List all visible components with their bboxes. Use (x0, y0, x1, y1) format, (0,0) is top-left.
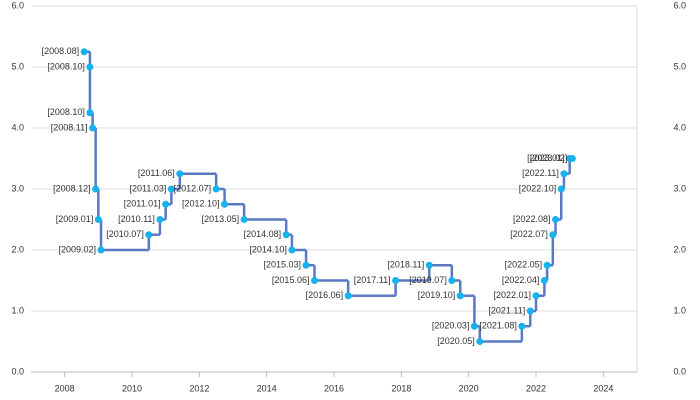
point (532, 292, 540, 300)
point (476, 338, 484, 345)
point-label: [2008.10] (47, 61, 85, 71)
x-tick-label: 2024 (593, 383, 613, 393)
point-label: [2020.05] (437, 336, 475, 346)
point (94, 216, 102, 223)
point (240, 216, 248, 223)
point (156, 216, 164, 223)
point-label: [2011.01] (124, 199, 161, 209)
point-label: [2023.02] (530, 153, 568, 163)
point-label: [2013.05] (202, 214, 240, 224)
y2-tick-label: 6.0 (673, 0, 686, 10)
point-label: [2012.07] (174, 183, 212, 193)
point (302, 261, 310, 269)
point (145, 231, 153, 239)
point (344, 292, 352, 300)
point (392, 277, 400, 284)
x-tick-label: 2012 (189, 383, 209, 393)
point (162, 200, 170, 208)
point (310, 277, 318, 284)
point-label: [2020.03] (432, 321, 470, 331)
point-label: [2019.10] (418, 290, 456, 300)
point (560, 170, 568, 178)
point (86, 109, 94, 117)
y-tick-label: 4.0 (11, 122, 24, 132)
y-tick-label: 5.0 (11, 61, 24, 71)
point-label: [2008.12] (53, 183, 91, 193)
point (568, 155, 576, 162)
point-label: [2022.11] (522, 168, 559, 178)
y-tick-label: 1.0 (11, 305, 24, 315)
point (167, 185, 175, 193)
point-label: [2021.11] (488, 305, 525, 315)
y2-tick-label: 5.0 (673, 61, 686, 71)
point (282, 231, 290, 239)
point (212, 185, 220, 193)
x-tick-label: 2022 (526, 383, 546, 393)
point-label: [2009.01] (56, 214, 94, 224)
point-label: [2022.01] (493, 290, 531, 300)
point (552, 216, 560, 223)
point (176, 170, 184, 178)
x-tick-label: 2008 (55, 383, 75, 393)
point (221, 200, 229, 208)
x-tick-label: 2016 (324, 383, 344, 393)
point-label: [2015.03] (264, 260, 302, 270)
point-label: [2018.11] (387, 260, 424, 270)
point (518, 322, 526, 330)
point (470, 322, 478, 330)
point-label: [2011.06] (138, 168, 175, 178)
point-label: [2014.08] (244, 229, 282, 239)
point (557, 185, 565, 193)
point (89, 124, 97, 132)
point (86, 63, 94, 71)
point (549, 231, 557, 239)
y-tick-label: 6.0 (11, 0, 24, 10)
y-tick-label: 3.0 (11, 183, 24, 193)
point (425, 261, 433, 269)
point-label: [2022.04] (502, 275, 540, 285)
y-tick-label: 0.0 (11, 366, 24, 376)
x-tick-label: 2010 (122, 383, 142, 393)
point-label: [2022.05] (505, 260, 543, 270)
point (97, 246, 105, 254)
point (80, 48, 88, 56)
point-label: [2022.07] (510, 229, 548, 239)
y2-tick-label: 1.0 (673, 305, 686, 315)
point (526, 307, 534, 315)
point (92, 185, 100, 193)
point-label: [2021.08] (479, 321, 517, 331)
point-label: [2008.10] (47, 107, 85, 117)
point-label: [2015.06] (272, 275, 310, 285)
point (288, 246, 296, 254)
point-label: [2008.11] (51, 122, 88, 132)
y-tick-label: 2.0 (11, 244, 24, 254)
point-label: [2022.10] (519, 183, 557, 193)
point-label: [2012.10] (182, 199, 220, 209)
point-label: [2008.08] (42, 46, 80, 56)
point-label: [2022.08] (513, 214, 551, 224)
point-label: [2023.01] (527, 153, 565, 163)
point-label: [2014.10] (249, 244, 287, 254)
point-label: [2011.03] (130, 183, 167, 193)
x-tick-label: 2014 (257, 383, 277, 393)
y2-tick-label: 2.0 (673, 244, 686, 254)
point-label: [2009.02] (58, 244, 96, 254)
y2-tick-label: 3.0 (673, 183, 686, 193)
point (543, 261, 551, 269)
y2-tick-label: 0.0 (673, 366, 686, 376)
point (448, 277, 456, 284)
point-label: [2010.11] (118, 214, 155, 224)
x-tick-label: 2020 (459, 383, 479, 393)
point-label: [2010.07] (106, 229, 144, 239)
y2-tick-label: 4.0 (673, 122, 686, 132)
point (456, 292, 464, 300)
point-label: [2017.11] (354, 275, 391, 285)
point-label: [2016.06] (306, 290, 344, 300)
point (540, 277, 548, 284)
point-label: [2019.07] (409, 275, 447, 285)
x-tick-label: 2018 (391, 383, 411, 393)
